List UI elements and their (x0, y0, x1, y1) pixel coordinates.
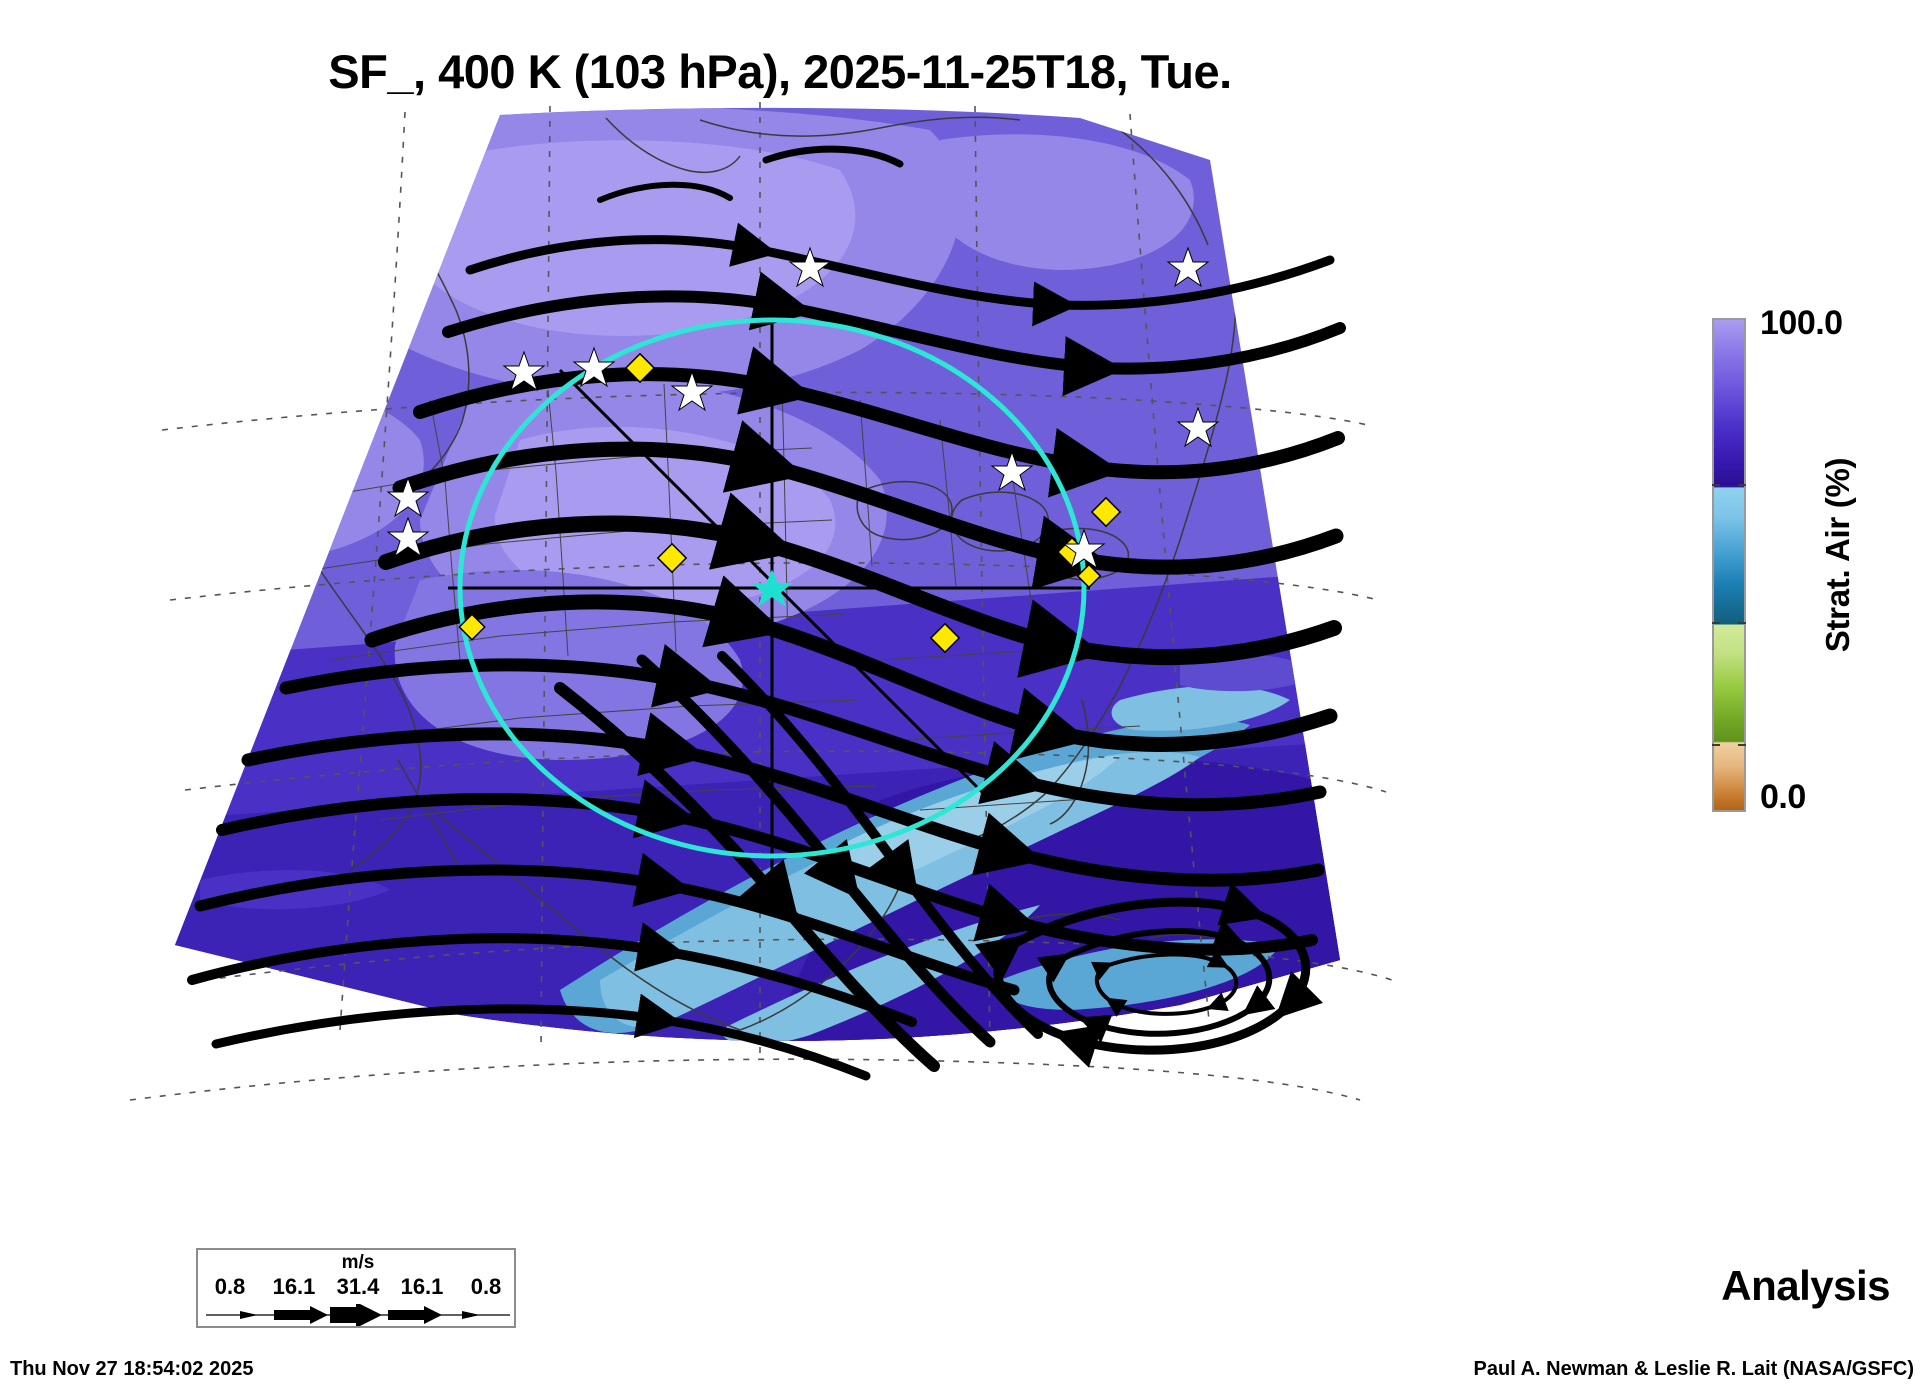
colorbar-tick (1738, 484, 1746, 486)
wind-arrow-small (462, 1311, 480, 1319)
wind-value: 31.4 (336, 1274, 380, 1299)
wind-value-labels: 0.8 16.1 31.4 16.1 0.8 (198, 1274, 518, 1300)
station-marker-diamond[interactable] (656, 542, 688, 574)
wind-value: 0.8 (470, 1274, 502, 1299)
site-marker-star[interactable] (1176, 406, 1220, 448)
colorbar-tick (1738, 744, 1746, 746)
wind-arrow-small (240, 1311, 258, 1319)
site-marker-star[interactable] (990, 450, 1034, 492)
wind-scale-legend: m/s 0.8 16.1 31.4 16.1 0.8 (196, 1248, 516, 1328)
wind-value: 0.8 (214, 1274, 246, 1299)
station-marker-diamond[interactable] (458, 613, 486, 641)
station-marker-diamond[interactable] (929, 622, 961, 654)
site-marker-star[interactable] (386, 476, 430, 518)
site-marker-star[interactable] (788, 246, 832, 288)
colorbar-tick (1712, 744, 1720, 746)
analysis-label: Analysis (1721, 1262, 1890, 1309)
colorbar-min-label: 0.0 (1760, 778, 1806, 816)
wind-arrow-medium (274, 1306, 328, 1324)
colorbar-tick (1712, 484, 1720, 486)
site-marker-star[interactable] (572, 346, 616, 388)
colorbar-gradient (1712, 318, 1746, 812)
wind-arrow-samples (206, 1304, 510, 1326)
colorbar-axis-label: Strat. Air (%) (1819, 457, 1856, 653)
site-marker-star[interactable] (386, 516, 430, 558)
wind-arrow-large (330, 1304, 382, 1326)
range-circle-group (448, 285, 1090, 890)
station-marker-diamond[interactable] (1076, 563, 1102, 589)
footer-credit: Paul A. Newman & Leslie R. Lait (NASA/GS… (1473, 1358, 1914, 1380)
wind-arrow-medium (388, 1306, 442, 1324)
site-marker-star[interactable] (502, 350, 546, 392)
colorbar-max-label: 100.0 (1760, 304, 1843, 342)
site-marker-star[interactable] (670, 370, 714, 412)
station-marker-diamond[interactable] (624, 352, 656, 384)
colorbar-tick (1712, 622, 1720, 624)
colorbar-panel: 100.0 0.0 Strat. Air (%) (1690, 300, 1926, 840)
page-title: SF_, 400 K (103 hPa), 2025-11-25T18, Tue… (328, 45, 1232, 98)
wind-units-label: m/s (341, 1252, 375, 1273)
field-streak-blue-3 (1111, 685, 1290, 731)
site-marker-star[interactable] (1166, 246, 1210, 288)
center-star-marker (751, 569, 793, 607)
site-markers-white[interactable] (386, 246, 1220, 570)
station-marker-diamond[interactable] (1090, 496, 1122, 528)
map-figure[interactable] (0, 100, 1560, 1160)
station-markers-yellow[interactable] (458, 352, 1122, 654)
field-speckle-1 (1180, 654, 1320, 692)
site-marker-star[interactable] (1062, 528, 1106, 570)
colorbar-tick (1738, 622, 1746, 624)
wind-value: 16.1 (400, 1274, 444, 1299)
wind-value: 16.1 (272, 1274, 316, 1299)
map-panel[interactable] (0, 100, 1560, 1160)
footer-timestamp: Thu Nov 27 18:54:02 2025 (10, 1358, 254, 1380)
range-circle (457, 317, 1087, 859)
